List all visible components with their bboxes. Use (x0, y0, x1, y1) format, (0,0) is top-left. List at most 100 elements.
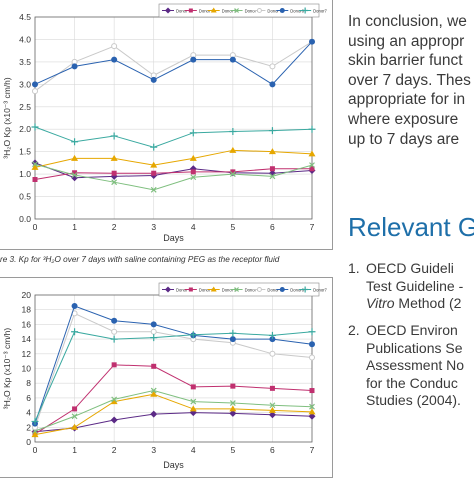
legend-marker (210, 286, 217, 292)
series-line (34, 41, 313, 85)
kp-chart-top: 0.0 0.5 1.0 1.5 2.0 2.5 3.0 3.5 4.0 4.5 0 1 2 3 4 5 6 7 Da… (2, 3, 328, 243)
data-point (71, 63, 78, 70)
x-tick-label: 1 (72, 445, 77, 455)
data-point (71, 303, 78, 310)
data-point (230, 169, 236, 175)
data-point (111, 328, 118, 335)
y-tick-label: 18 (22, 305, 32, 315)
y-tick-label: 4 (26, 408, 31, 418)
y-tick-label: 2 (26, 422, 31, 432)
reference-line: Vitro Method (2 (348, 295, 463, 313)
x-tick-label: 3 (151, 222, 156, 232)
series-line (34, 305, 313, 424)
series-line (34, 126, 313, 148)
data-point (111, 396, 118, 403)
chart-panel-bottom: 0 2 4 6 8 10 12 14 16 18 20 0 1 2 3 4 5 6 7 Days ³H₂O Kp (x1… (0, 277, 333, 478)
series-line (34, 163, 313, 191)
legend-label: Donor 2 (199, 9, 215, 14)
legend-label: Donor6 (290, 288, 304, 293)
reference-italic: Vitro (366, 295, 395, 312)
data-point (150, 161, 158, 168)
conclusion-line: using an appropr (348, 32, 465, 50)
data-point (110, 154, 118, 161)
data-point (268, 411, 276, 419)
x-tick-label: 5 (230, 222, 235, 232)
data-point (309, 403, 315, 410)
reference-line: Test Guideline - (366, 277, 464, 294)
conclusion-line: In conclusion, we (348, 13, 467, 30)
x-tick-label: 1 (72, 222, 77, 232)
data-point (31, 417, 39, 425)
legend-label: Donor 1 (176, 9, 192, 14)
data-point (308, 125, 316, 133)
legend-marker (279, 8, 285, 13)
series-donor7 (31, 123, 316, 151)
data-point (32, 88, 38, 95)
y-tick-label: 1.0 (19, 169, 31, 179)
y-tick-label: 8 (26, 378, 31, 388)
data-point (309, 341, 315, 348)
data-point (269, 336, 276, 343)
y-tick-label: 12 (22, 349, 32, 359)
data-point (150, 334, 158, 342)
data-point (151, 170, 157, 176)
data-point (190, 174, 197, 181)
data-point (229, 409, 237, 417)
series-donor-3 (31, 390, 316, 438)
data-point (229, 127, 237, 135)
conclusion-line: over 7 days. Thes (348, 71, 471, 89)
legend-marker (165, 286, 171, 293)
legend-label: Donor 5 (267, 288, 283, 293)
legend-label: Donor6 (290, 9, 304, 14)
data-point (309, 38, 315, 45)
y-tick-label: 2.0 (19, 124, 31, 134)
data-point (71, 413, 78, 420)
reference-line: OECD Guideli (366, 260, 454, 276)
data-point (111, 56, 118, 63)
legend-marker (188, 8, 193, 13)
legend-label: Donor 4 (245, 288, 261, 293)
data-point (71, 138, 79, 146)
x-tick-label: 4 (191, 445, 196, 455)
data-point (190, 56, 197, 63)
y-tick-label: 16 (22, 319, 32, 329)
data-point (269, 166, 275, 172)
reference-item: 2. OECD Environ Publications Se Assessme… (348, 322, 464, 410)
data-point (229, 171, 236, 178)
x-tick-label: 3 (151, 445, 156, 455)
data-point (150, 387, 157, 394)
legend-label: Donor 2 (199, 288, 215, 293)
data-point (190, 398, 197, 405)
data-point (71, 172, 78, 178)
legend-marker (256, 287, 262, 292)
x-tick-label: 2 (112, 222, 117, 232)
data-point (229, 56, 236, 63)
legend-marker (279, 287, 285, 292)
data-point (309, 162, 315, 169)
conclusion-line: where exposure (348, 110, 459, 128)
data-point (71, 423, 79, 430)
data-point (71, 328, 79, 336)
data-point (110, 132, 118, 140)
data-point (190, 169, 196, 175)
data-point (150, 321, 157, 328)
y-axis-label: ³H₂O Kp (x10⁻³ cm/h) (2, 77, 12, 159)
data-point (150, 143, 158, 151)
data-point (309, 388, 315, 394)
legend-label: Donor 3 (222, 9, 238, 14)
reference-line: for the Conduc (366, 374, 458, 391)
y-tick-label: 1.5 (19, 147, 31, 157)
data-point (150, 390, 158, 397)
series-line (34, 364, 313, 435)
series-donor-4 (32, 387, 315, 434)
x-axis-label: Days (163, 460, 184, 470)
data-point (269, 63, 276, 70)
data-point (269, 402, 276, 409)
data-point (309, 166, 315, 172)
data-point (189, 405, 197, 412)
data-point (308, 328, 316, 336)
series-line (34, 412, 313, 433)
legend-label: Donor 5 (267, 9, 283, 14)
data-point (269, 81, 276, 88)
data-point (32, 81, 38, 88)
